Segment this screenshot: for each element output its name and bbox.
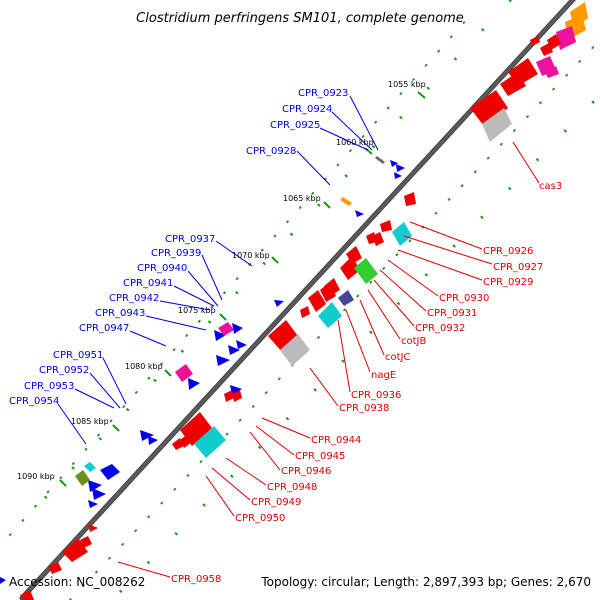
gene-label[interactable]: CPR_0930 [439,293,489,304]
gene-label[interactable]: CPR_0928 [246,146,296,157]
forward-strand-features[interactable] [0,160,405,584]
blue-leader-lines [57,95,379,445]
gene-label[interactable]: CPR_0950 [235,513,285,524]
gene-label[interactable]: CPR_0924 [282,104,332,115]
accession-label: Accession: NC_008262 [9,575,145,589]
gene-label[interactable]: CPR_0958 [171,574,221,585]
gene-label[interactable]: cotJB [401,336,426,347]
gene-label[interactable]: CPR_0952 [39,365,89,376]
gene-label[interactable]: CPR_0926 [483,246,533,257]
gene-label[interactable]: CPR_0946 [281,466,331,477]
gene-label[interactable]: CPR_0941 [123,278,173,289]
gene-label[interactable]: CPR_0951 [53,350,103,361]
gene-label[interactable]: CPR_0936 [351,390,401,401]
gene-label[interactable]: CPR_0948 [267,482,317,493]
gene-label[interactable]: CPR_0945 [295,451,345,462]
tick-label: 1085 kbp [71,417,109,426]
gene-label[interactable]: CPR_0939 [151,248,201,259]
reverse-strand-features[interactable] [20,2,588,600]
tick-label: 1055 kbp [388,80,426,89]
topology-label: Topology: circular; Length: 2,897,393 bp… [260,575,591,589]
gene-label[interactable]: CPR_0944 [311,435,361,446]
tick-label: 1060 kbp [336,138,374,147]
red-labels: cas3 CPR_0926 CPR_0927 CPR_0929 CPR_0930… [171,181,562,585]
map-title: Clostridium perfringens SM101, complete … [136,11,464,26]
gene-label[interactable]: CPR_0931 [427,308,477,319]
gene-label[interactable]: CPR_0949 [251,497,301,508]
gene-label[interactable]: CPR_0932 [415,323,465,334]
gene-label[interactable]: CPR_0943 [95,308,145,319]
gene-label[interactable]: nagE [371,370,396,381]
gene-label[interactable]: CPR_0937 [165,234,215,245]
dotted-tracks [9,0,600,600]
gene-label[interactable]: CPR_0923 [298,88,348,99]
gene-label[interactable]: CPR_0938 [339,403,389,414]
tick-label: 1070 kbp [232,251,270,260]
tick-label: 1080 kbp [125,362,163,371]
tick-label: 1075 kbp [178,306,216,315]
genome-backbone [19,0,577,600]
gene-label[interactable]: CPR_0929 [483,277,533,288]
blue-labels: CPR_0923 CPR_0924 CPR_0925 CPR_0928 CPR_… [9,88,348,407]
tick-label: 1090 kbp [17,472,55,481]
gene-label[interactable]: CPR_0940 [137,263,187,274]
forward-colored-blocks[interactable] [75,156,385,486]
tick-label: 1065 kbp [283,194,321,203]
gene-label[interactable]: cas3 [539,181,562,192]
kbp-ticks: 1055 kbp 1060 kbp 1065 kbp 1070 kbp 1075… [17,80,426,487]
gene-label[interactable]: cotJC [385,352,410,363]
gene-label[interactable]: CPR_0925 [270,120,320,131]
gene-label[interactable]: CPR_0942 [109,293,159,304]
gene-label[interactable]: CPR_0927 [493,262,543,273]
gene-label[interactable]: CPR_0954 [9,396,59,407]
gene-label[interactable]: CPR_0953 [24,381,74,392]
red-leader-lines [117,141,540,578]
gene-label[interactable]: CPR_0947 [79,323,129,334]
